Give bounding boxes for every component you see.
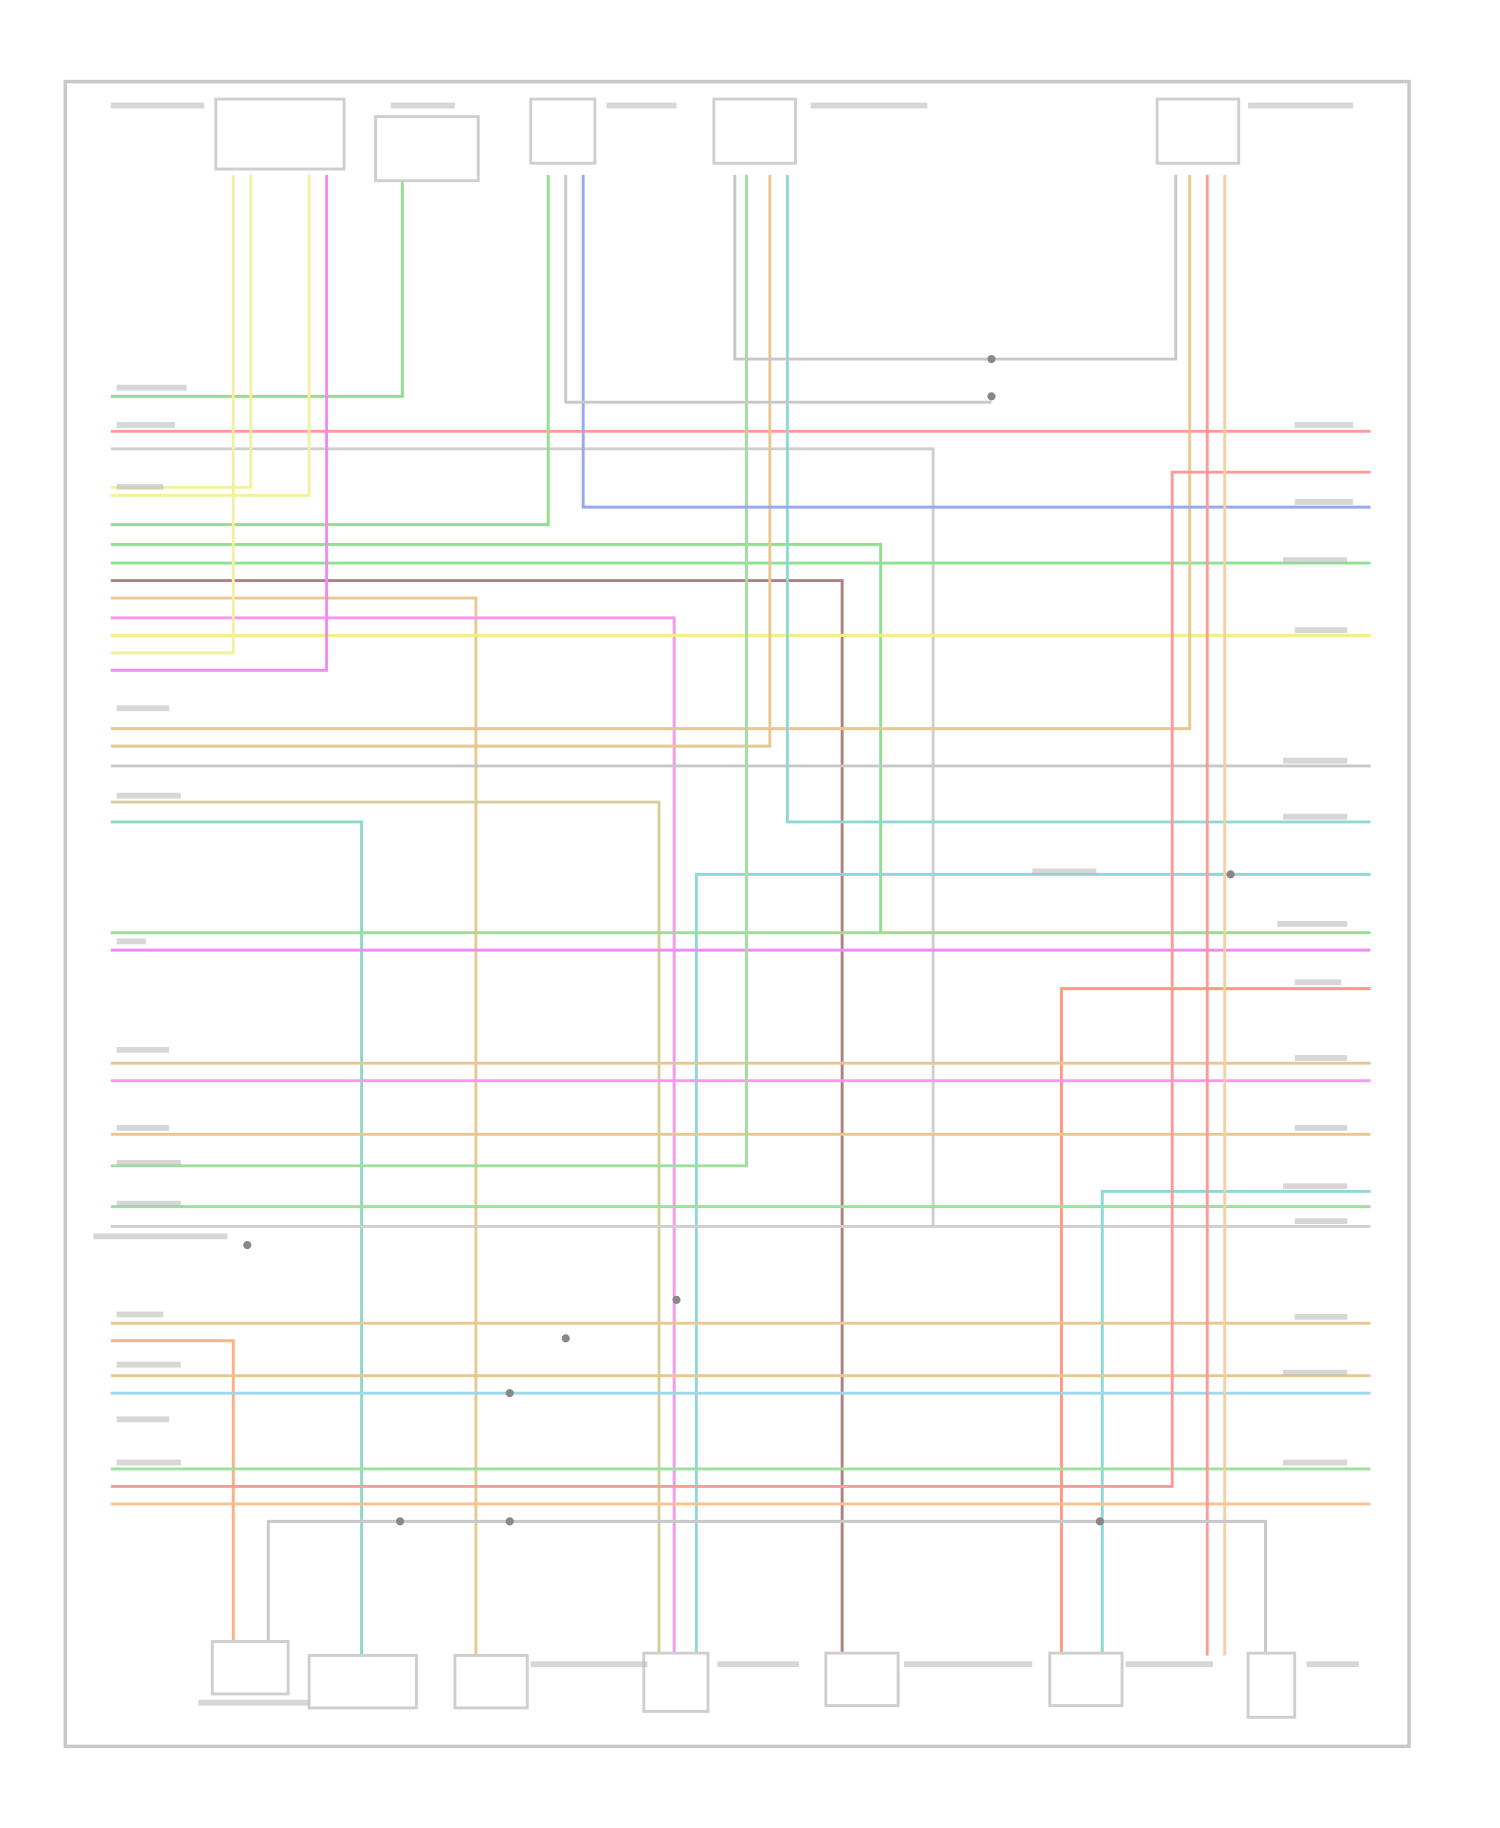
wire-label <box>390 102 455 109</box>
wire <box>1100 1190 1371 1656</box>
diagram-frame <box>63 79 1411 1749</box>
component-connector <box>529 97 597 165</box>
wire <box>110 174 1192 731</box>
wire-label <box>606 102 677 109</box>
wire-label <box>1306 1661 1359 1668</box>
wire-label <box>116 422 175 428</box>
wire-label <box>1283 1183 1348 1190</box>
wire-label <box>1125 1661 1214 1668</box>
wire <box>110 174 404 398</box>
wire-label <box>1294 1313 1348 1320</box>
component-connector <box>1155 97 1241 165</box>
wire <box>110 447 1371 1228</box>
ground-wire <box>564 174 992 404</box>
components <box>210 97 1297 1719</box>
wire-label <box>116 938 146 945</box>
wire-label <box>110 102 205 109</box>
wire-label <box>1294 627 1348 634</box>
splice-dot <box>395 1517 405 1526</box>
wire <box>110 1339 235 1656</box>
component-connector <box>210 1640 290 1696</box>
wire-label <box>717 1661 799 1668</box>
wire-label <box>1294 1125 1348 1131</box>
splice-dot <box>987 392 996 401</box>
wire-label <box>116 1311 164 1318</box>
wire <box>1059 987 1371 1656</box>
splice-dot <box>505 1389 514 1398</box>
wire <box>110 470 1371 1488</box>
component-connector <box>642 1651 710 1713</box>
wire-label <box>1294 979 1342 986</box>
wire <box>110 579 844 1656</box>
splice-dot <box>672 1295 681 1304</box>
wire <box>110 616 676 1656</box>
wire-label <box>1283 813 1348 820</box>
component-connector <box>1246 1651 1297 1719</box>
wire <box>110 174 253 489</box>
wire <box>785 174 1371 824</box>
component-connector <box>214 97 346 171</box>
wire-label <box>1283 1369 1348 1376</box>
wire-label <box>116 384 187 391</box>
wire <box>110 820 364 1656</box>
wire <box>110 174 550 527</box>
splice-dot <box>561 1334 570 1343</box>
wire <box>110 174 311 497</box>
wire-label <box>1283 1459 1348 1466</box>
wire <box>110 542 1371 935</box>
wire-label <box>530 1661 648 1668</box>
component-connector <box>307 1654 418 1710</box>
wire-label <box>116 1459 181 1466</box>
wire <box>110 174 235 655</box>
wire-label <box>1294 498 1354 505</box>
splice-dot <box>1095 1517 1105 1526</box>
ground-wire <box>733 174 1178 361</box>
wire-label <box>116 1361 181 1368</box>
ground-wire <box>266 1519 1268 1656</box>
component-connector <box>1048 1651 1124 1708</box>
wire <box>694 872 1371 1656</box>
wire-label <box>810 102 928 109</box>
wire-label <box>116 1125 170 1131</box>
wire-label <box>1248 102 1354 109</box>
wire-label <box>1032 868 1097 875</box>
wire-label <box>1294 1218 1348 1225</box>
wire-label <box>116 792 181 799</box>
wire-label <box>116 1416 170 1423</box>
splice-dot <box>243 1241 252 1250</box>
component-connector <box>374 115 480 183</box>
wire-label <box>116 705 170 712</box>
wire <box>110 800 661 1656</box>
wire <box>110 174 748 1168</box>
splice-dot <box>505 1517 514 1526</box>
wire-label <box>1294 1055 1348 1061</box>
wire-label <box>116 1200 181 1207</box>
wire <box>110 174 772 748</box>
wire-label <box>198 1699 310 1706</box>
splice-dot <box>1226 870 1235 879</box>
splice-dot <box>987 354 996 364</box>
wire-label <box>1277 920 1348 927</box>
wire-label <box>116 1159 181 1166</box>
wire <box>581 174 1371 509</box>
wires <box>110 174 1371 1656</box>
wire-label <box>93 1233 228 1240</box>
wire-label <box>1283 557 1348 564</box>
wire-label <box>1294 422 1354 428</box>
component-connector <box>453 1654 529 1710</box>
wire-label <box>116 483 164 490</box>
component-connector <box>712 97 797 165</box>
labels <box>93 102 1359 1706</box>
wire <box>110 174 329 672</box>
component-connector <box>824 1651 900 1708</box>
wire-label <box>116 1046 170 1053</box>
wire-label <box>903 1661 1033 1668</box>
wire-label <box>1283 757 1348 764</box>
